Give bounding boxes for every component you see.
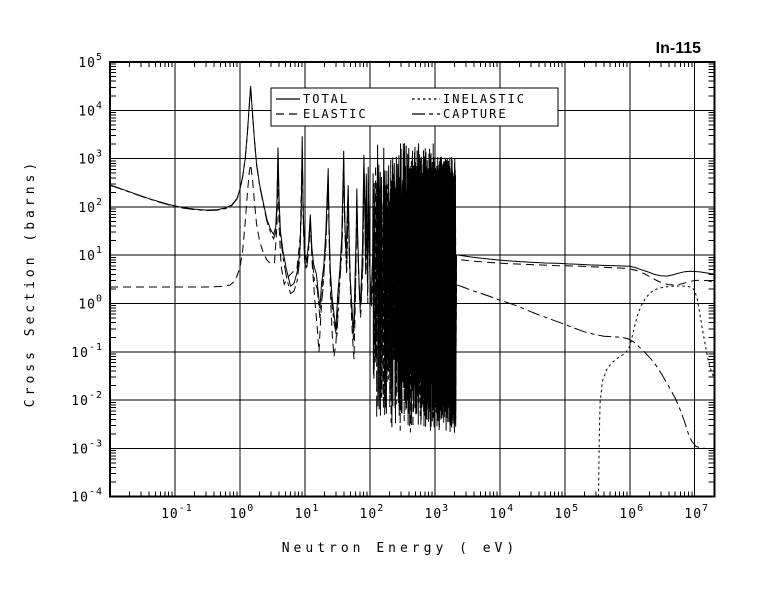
y-tick-10e2: 102 — [78, 197, 103, 216]
data-curves — [110, 85, 715, 497]
plot-frame — [109, 61, 716, 498]
y-tick-10e4: 104 — [78, 100, 103, 119]
y-tick-10e1: 101 — [78, 245, 103, 264]
y-tick-10e-2: 10-2 — [71, 390, 103, 409]
legend-label-inelastic: INELASTIC — [443, 92, 526, 106]
y-tick-10e-4: 10-4 — [71, 487, 103, 506]
x-tick-10e3: 103 — [425, 503, 450, 522]
y-tick-10e-3: 10-3 — [71, 438, 103, 457]
x-tick-10e1: 101 — [295, 503, 320, 522]
x-axis-title: Neutron Energy ( eV) — [282, 541, 519, 556]
x-tick-10e0: 100 — [230, 503, 255, 522]
legend-line-samples — [276, 98, 440, 115]
legend-label-capture: CAPTURE — [443, 107, 508, 121]
y-tick-10e5: 105 — [78, 52, 103, 71]
x-tick-10e2: 102 — [360, 503, 385, 522]
x-tick-10e-1: 10-1 — [161, 503, 193, 522]
chart-title: In-115 — [656, 40, 701, 57]
legend: TOTAL ELASTIC INELASTIC CAPTURE — [270, 87, 559, 127]
curve-inelastic — [598, 285, 715, 497]
axis-tick-labels: 10-1 100 101 102 103 104 105 106 107 105 104 103 102… — [71, 52, 709, 522]
x-tick-10e7: 107 — [684, 503, 709, 522]
legend-label-total: TOTAL — [303, 92, 349, 106]
x-tick-10e6: 106 — [619, 503, 644, 522]
y-axis-title: Cross Section (barns) — [23, 159, 38, 407]
y-tick-10e0: 100 — [78, 294, 103, 313]
legend-box — [270, 87, 559, 127]
curve-total — [110, 85, 715, 429]
legend-label-elastic: ELASTIC — [303, 107, 368, 121]
y-tick-10e3: 103 — [78, 149, 103, 168]
x-tick-10e4: 104 — [489, 503, 514, 522]
y-tick-10e-1: 10-1 — [71, 342, 103, 361]
x-tick-10e5: 105 — [554, 503, 579, 522]
